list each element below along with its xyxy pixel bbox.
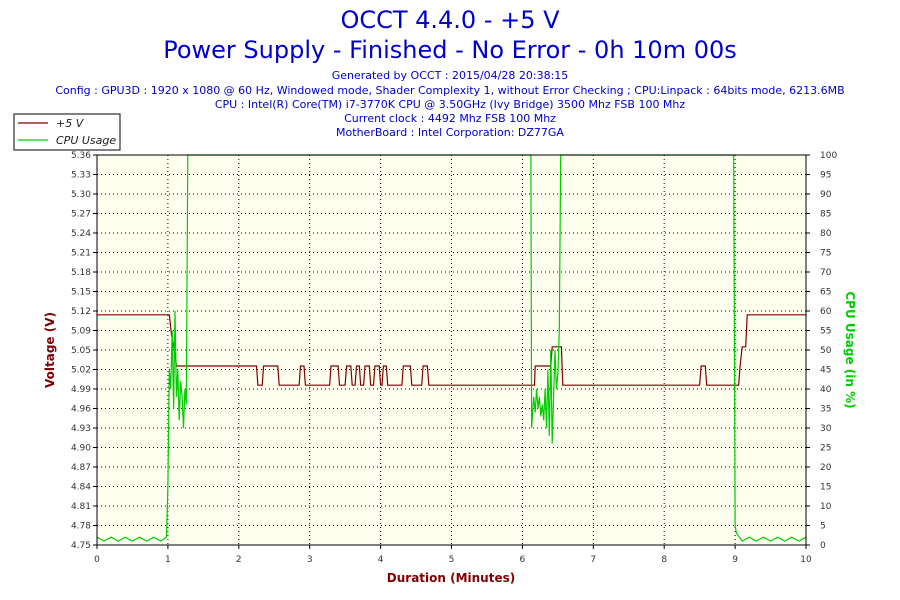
x-axis-title: Duration (Minutes) [387, 571, 515, 585]
legend-box [13, 113, 121, 151]
y2-tick-label: 35 [820, 405, 831, 415]
y2-tick-label: 30 [820, 424, 832, 434]
y2-tick-label: 45 [820, 366, 831, 376]
legend-label-cpu: CPU Usage [56, 134, 116, 147]
y-tick-label: 5.24 [71, 229, 91, 239]
y2-tick-label: 10 [820, 502, 832, 512]
y2-tick-label: 25 [820, 444, 831, 454]
y2-tick-label: 75 [820, 249, 831, 259]
clock-info: Current clock : 4492 Mhz FSB 100 Mhz [344, 112, 556, 125]
y2-tick-label: 0 [820, 541, 826, 551]
y-tick-label: 5.15 [71, 288, 91, 298]
motherboard-info: MotherBoard : Intel Corporation: DZ77GA [336, 126, 564, 139]
y2-axis-title: CPU Usage (in %) [843, 291, 857, 408]
x-tick-label: 3 [307, 555, 313, 565]
y-tick-label: 4.96 [71, 405, 91, 415]
x-tick-label: 6 [520, 555, 526, 565]
y2-tick-label: 40 [820, 385, 832, 395]
y-tick-label: 5.36 [71, 151, 91, 161]
y-tick-label: 4.87 [71, 463, 91, 473]
y-tick-label: 4.93 [71, 424, 91, 434]
config-info: Config : GPU3D : 1920 x 1080 @ 60 Hz, Wi… [55, 84, 845, 97]
y-tick-label: 4.75 [71, 541, 91, 551]
plot-border [96, 154, 807, 546]
y-tick-label: 5.27 [71, 210, 91, 220]
y-tick-label: 5.12 [71, 307, 91, 317]
x-tick-label: 10 [800, 555, 812, 565]
x-tick-label: 1 [165, 555, 171, 565]
y-tick-label: 4.84 [71, 483, 91, 493]
y2-tick-label: 100 [820, 151, 837, 161]
cpu-info: CPU : Intel(R) Core(TM) i7-3770K CPU @ 3… [214, 98, 686, 111]
x-tick-label: 2 [236, 555, 242, 565]
y-tick-label: 5.05 [71, 346, 91, 356]
y-tick-label: 4.78 [71, 522, 91, 532]
chart-title: OCCT 4.4.0 - +5 V [340, 6, 560, 34]
y2-tick-label: 65 [820, 288, 831, 298]
y-tick-label: 4.90 [71, 444, 91, 454]
y2-tick-label: 50 [820, 346, 832, 356]
y-tick-label: 5.30 [71, 190, 91, 200]
y-tick-label: 5.21 [71, 249, 91, 259]
series-layer [96, 154, 807, 542]
y2-tick-label: 80 [820, 229, 832, 239]
series-cpu-usage-line [96, 154, 807, 542]
y2-tick-label: 85 [820, 210, 831, 220]
series-voltage-line [97, 314, 806, 386]
x-tick-label: 4 [378, 555, 384, 565]
y2-tick-label: 95 [820, 171, 831, 181]
y2-tick-label: 70 [820, 268, 832, 278]
y-tick-label: 5.18 [71, 268, 91, 278]
y-tick-label: 5.02 [71, 366, 91, 376]
y2-tick-label: 20 [820, 463, 832, 473]
y-tick-label: 5.33 [71, 171, 91, 181]
x-tick-label: 8 [661, 555, 667, 565]
generated-info: Generated by OCCT : 2015/04/28 20:38:15 [331, 69, 569, 82]
y-tick-label: 4.81 [71, 502, 91, 512]
y-tick-label: 5.09 [71, 327, 91, 337]
x-tick-label: 5 [449, 555, 455, 565]
y2-tick-label: 90 [820, 190, 832, 200]
axis-ticks: 0 1 2 3 4 5 6 7 8 9 104.75 04.78 54.81 104.84 154.87 20… [71, 151, 837, 565]
y-tick-label: 4.99 [71, 385, 91, 395]
plot-area [97, 155, 806, 545]
y2-tick-label: 60 [820, 307, 832, 317]
y2-tick-label: 55 [820, 327, 831, 337]
x-tick-label: 7 [590, 555, 596, 565]
legend-label-voltage: +5 V [56, 117, 85, 130]
x-tick-label: 0 [94, 555, 100, 565]
y-axis-title: Voltage (V) [43, 312, 57, 388]
legend: +5 V CPU Usage [13, 113, 121, 151]
chart-subtitle: Power Supply - Finished - No Error - 0h … [163, 36, 737, 64]
x-tick-label: 9 [732, 555, 738, 565]
y2-tick-label: 15 [820, 483, 831, 493]
y2-tick-label: 5 [820, 522, 826, 532]
